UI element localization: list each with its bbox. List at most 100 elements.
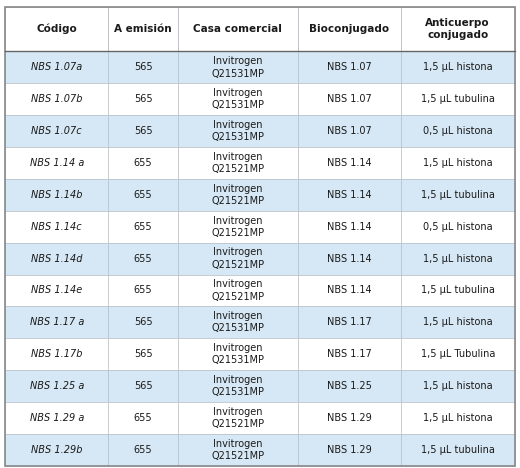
Bar: [297, 338, 400, 370]
Bar: [108, 307, 178, 338]
Bar: [297, 147, 400, 179]
Bar: [400, 211, 515, 242]
Bar: [5, 115, 108, 147]
Bar: [108, 402, 178, 434]
Bar: [178, 51, 297, 83]
Text: Invitrogen
Q21531MP: Invitrogen Q21531MP: [211, 88, 264, 110]
Text: 1,5 μL histona: 1,5 μL histona: [423, 413, 492, 423]
Text: 1,5 μL tubulina: 1,5 μL tubulina: [421, 94, 495, 104]
Bar: [297, 51, 400, 83]
Text: NBS 1.07: NBS 1.07: [327, 62, 371, 73]
Text: Invitrogen
Q21531MP: Invitrogen Q21531MP: [211, 120, 264, 142]
Bar: [178, 211, 297, 242]
Text: 655: 655: [134, 254, 152, 263]
Text: 1,5 μL tubulina: 1,5 μL tubulina: [421, 445, 495, 455]
Text: Casa comercial: Casa comercial: [193, 24, 282, 34]
Bar: [400, 307, 515, 338]
Bar: [5, 179, 108, 211]
Text: NBS 1.07: NBS 1.07: [327, 126, 371, 136]
Text: NBS 1.14: NBS 1.14: [327, 222, 371, 232]
Bar: [297, 115, 400, 147]
Bar: [5, 51, 108, 83]
Text: NBS 1.14: NBS 1.14: [327, 190, 371, 200]
Text: 1,5 μL histona: 1,5 μL histona: [423, 381, 492, 391]
Text: 655: 655: [134, 190, 152, 200]
Bar: [108, 211, 178, 242]
Bar: [178, 147, 297, 179]
Bar: [108, 51, 178, 83]
Bar: [108, 370, 178, 402]
Bar: [297, 7, 400, 51]
Text: Invitrogen
Q21521MP: Invitrogen Q21521MP: [211, 248, 264, 270]
Bar: [108, 83, 178, 115]
Text: 565: 565: [134, 94, 152, 104]
Bar: [5, 338, 108, 370]
Text: 1,5 μL Tubulina: 1,5 μL Tubulina: [421, 349, 495, 359]
Text: NBS 1.17: NBS 1.17: [327, 349, 371, 359]
Bar: [400, 51, 515, 83]
Text: Código: Código: [36, 24, 77, 35]
Text: 1,5 μL histona: 1,5 μL histona: [423, 254, 492, 263]
Bar: [297, 402, 400, 434]
Text: NBS 1.07c: NBS 1.07c: [31, 126, 82, 136]
Bar: [297, 179, 400, 211]
Text: 655: 655: [134, 445, 152, 455]
Text: NBS 1.29: NBS 1.29: [327, 445, 371, 455]
Bar: [297, 242, 400, 275]
Text: Invitrogen
Q21521MP: Invitrogen Q21521MP: [211, 183, 264, 206]
Text: A emisión: A emisión: [114, 24, 172, 34]
Text: 565: 565: [134, 381, 152, 391]
Bar: [5, 147, 108, 179]
Bar: [178, 402, 297, 434]
Bar: [108, 434, 178, 466]
Text: Invitrogen
Q21531MP: Invitrogen Q21531MP: [211, 56, 264, 79]
Bar: [108, 115, 178, 147]
Text: Invitrogen
Q21521MP: Invitrogen Q21521MP: [211, 439, 264, 461]
Text: 1,5 μL histona: 1,5 μL histona: [423, 317, 492, 327]
Text: Invitrogen
Q21531MP: Invitrogen Q21531MP: [211, 343, 264, 366]
Bar: [178, 7, 297, 51]
Text: NBS 1.29: NBS 1.29: [327, 413, 371, 423]
Text: Invitrogen
Q21521MP: Invitrogen Q21521MP: [211, 215, 264, 238]
Bar: [5, 275, 108, 307]
Bar: [400, 179, 515, 211]
Bar: [178, 242, 297, 275]
Bar: [178, 83, 297, 115]
Text: NBS 1.14 a: NBS 1.14 a: [30, 158, 84, 168]
Bar: [178, 338, 297, 370]
Text: NBS 1.29 a: NBS 1.29 a: [30, 413, 84, 423]
Text: 655: 655: [134, 222, 152, 232]
Bar: [400, 275, 515, 307]
Bar: [400, 434, 515, 466]
Text: 1,5 μL histona: 1,5 μL histona: [423, 158, 492, 168]
Bar: [400, 115, 515, 147]
Bar: [178, 115, 297, 147]
Bar: [178, 307, 297, 338]
Bar: [400, 338, 515, 370]
Text: 565: 565: [134, 317, 152, 327]
Text: NBS 1.07: NBS 1.07: [327, 94, 371, 104]
Bar: [108, 338, 178, 370]
Bar: [400, 370, 515, 402]
Bar: [400, 402, 515, 434]
Text: 655: 655: [134, 413, 152, 423]
Bar: [108, 7, 178, 51]
Text: NBS 1.14: NBS 1.14: [327, 285, 371, 295]
Bar: [400, 147, 515, 179]
Text: 1,5 μL histona: 1,5 μL histona: [423, 62, 492, 73]
Bar: [5, 242, 108, 275]
Bar: [297, 83, 400, 115]
Text: NBS 1.14b: NBS 1.14b: [31, 190, 83, 200]
Bar: [108, 179, 178, 211]
Bar: [5, 211, 108, 242]
Text: NBS 1.17 a: NBS 1.17 a: [30, 317, 84, 327]
Text: 0,5 μL histona: 0,5 μL histona: [423, 126, 492, 136]
Bar: [297, 307, 400, 338]
Text: 655: 655: [134, 158, 152, 168]
Text: NBS 1.07b: NBS 1.07b: [31, 94, 83, 104]
Text: NBS 1.25 a: NBS 1.25 a: [30, 381, 84, 391]
Text: 1,5 μL tubulina: 1,5 μL tubulina: [421, 190, 495, 200]
Text: 1,5 μL tubulina: 1,5 μL tubulina: [421, 285, 495, 295]
Bar: [5, 370, 108, 402]
Text: Bioconjugado: Bioconjugado: [309, 24, 389, 34]
